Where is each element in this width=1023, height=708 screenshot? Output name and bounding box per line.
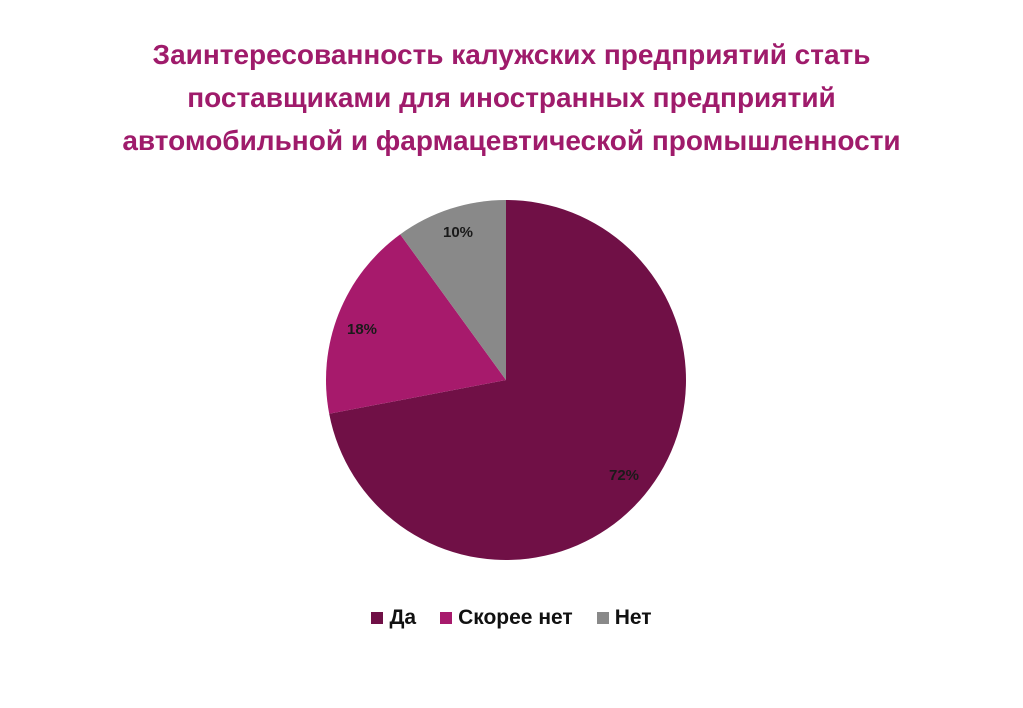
legend-item-net: Нет bbox=[596, 606, 652, 630]
legend-label-skoree-net: Скорее нет bbox=[458, 606, 573, 629]
pie-slice-net bbox=[400, 200, 506, 380]
chart-title-line-3: автомобильной и фармацевтической промышл… bbox=[122, 125, 901, 156]
legend-label-net: Нет bbox=[614, 606, 652, 629]
chart-title: Заинтересованность калужских предприятий… bbox=[0, 33, 1023, 162]
legend: Да Скорее нет Нет bbox=[0, 606, 1023, 630]
data-label-da: 72% bbox=[609, 467, 639, 484]
legend-swatch-skoree-net bbox=[440, 612, 453, 624]
pie-slice-skoree-net bbox=[325, 234, 506, 414]
legend-swatch-da bbox=[371, 612, 384, 624]
pie-slice-da bbox=[329, 200, 687, 560]
legend-swatch-net bbox=[596, 612, 609, 624]
data-label-net: 10% bbox=[443, 224, 473, 241]
legend-label-da: Да bbox=[389, 606, 417, 629]
legend-item-da: Да bbox=[371, 606, 416, 630]
chart-title-line-2: поставщиками для иностранных предприятий bbox=[187, 82, 836, 113]
chart-title-line-1: Заинтересованность калужских предприятий… bbox=[152, 39, 871, 70]
legend-item-skoree-net: Скорее нет bbox=[440, 606, 573, 630]
data-label-skoree-net: 18% bbox=[347, 321, 377, 338]
